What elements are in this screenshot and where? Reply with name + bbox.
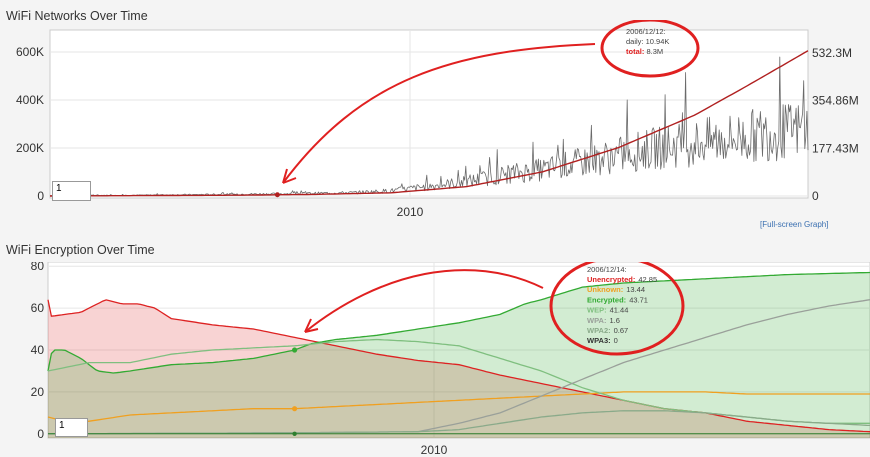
wpa-hover-marker bbox=[292, 431, 297, 437]
unencrypted-line bbox=[47, 299, 870, 433]
network-right-tick: 532.3M bbox=[812, 46, 852, 60]
encryption-y-tick: 60 bbox=[31, 301, 45, 315]
encryption-y-tick: 20 bbox=[31, 385, 45, 399]
encryption-y-tick: 80 bbox=[31, 262, 45, 273]
encryption-range-input[interactable]: 1 bbox=[55, 418, 88, 437]
encryption-tooltip-date: 2006/12/14: bbox=[587, 265, 627, 274]
network-left-tick: 200K bbox=[16, 141, 44, 155]
network-plot-area bbox=[49, 29, 809, 199]
network-right-tick: 354.86M bbox=[812, 94, 859, 108]
encryption-annotation-arrowhead bbox=[304, 318, 319, 333]
network-tooltip-daily-value: 10.94K bbox=[646, 37, 670, 46]
network-x-tick-2010: 2010 bbox=[397, 205, 424, 219]
network-total-series-line bbox=[50, 50, 809, 197]
encryption-chart[interactable]: 80 60 40 20 0 2010 2006/12/14: Unencrypted: 4… bbox=[0, 262, 870, 457]
network-tooltip-total-label: total: bbox=[626, 47, 644, 56]
encrypted-line bbox=[47, 271, 870, 374]
network-tooltip-total-value: 8.3M bbox=[646, 47, 663, 56]
network-chart-title: WiFi Networks Over Time bbox=[6, 9, 148, 23]
encryption-tooltip-row: WPA: 1.6 bbox=[587, 316, 620, 325]
network-left-tick: 600K bbox=[16, 45, 44, 59]
network-annotation-arrow bbox=[282, 43, 596, 184]
network-annotation-arrowhead bbox=[282, 168, 297, 184]
network-right-tick: 0 bbox=[812, 189, 819, 203]
encryption-tooltip-row: Unencrypted: 42.85 bbox=[587, 275, 657, 284]
network-left-tick: 0 bbox=[37, 189, 44, 203]
encryption-y-tick: 0 bbox=[37, 427, 44, 441]
encryption-annotation-circle bbox=[549, 262, 685, 356]
unknown-line bbox=[47, 391, 870, 424]
network-annotation-circle bbox=[600, 20, 700, 78]
svg-text:total: 8.3M: total: 8.3M bbox=[626, 47, 663, 56]
network-hover-marker bbox=[274, 192, 280, 198]
encryption-y-tick: 40 bbox=[31, 343, 45, 357]
wpa2-line bbox=[48, 410, 870, 435]
encryption-tooltip-row: Encrypted: 43.71 bbox=[587, 295, 648, 304]
encryption-chart-title: WiFi Encryption Over Time bbox=[6, 243, 155, 257]
encryption-tooltip-row: Unknown: 13.44 bbox=[587, 285, 645, 294]
fullscreen-graph-link[interactable]: [Full-screen Graph] bbox=[760, 220, 829, 229]
unencrypted-area bbox=[48, 299, 870, 438]
unknown-hover-marker bbox=[292, 406, 298, 412]
encryption-annotation-arrow bbox=[304, 269, 544, 333]
encryption-tooltip-row: WPA3: 0 bbox=[587, 336, 618, 345]
encryption-tooltip-row: WEP: 41.44 bbox=[587, 306, 628, 315]
encrypted-area bbox=[48, 272, 870, 438]
network-range-input[interactable]: 1 bbox=[52, 181, 91, 201]
network-right-tick: 177.43M bbox=[812, 141, 859, 155]
encryption-tooltip-row: WPA2: 0.67 bbox=[587, 326, 628, 335]
network-tooltip-date: 2006/12/12: bbox=[626, 27, 666, 36]
network-tooltip: 2006/12/12: daily: 10.94K total: 8.3M bbox=[626, 27, 669, 56]
network-tooltip-daily-label: daily: bbox=[626, 37, 644, 46]
encryption-x-tick-2010: 2010 bbox=[421, 443, 448, 457]
network-left-tick: 400K bbox=[16, 93, 44, 107]
encrypted-hover-marker bbox=[292, 347, 298, 353]
svg-text:daily: 10.94K: daily: 10.94K bbox=[626, 37, 669, 46]
